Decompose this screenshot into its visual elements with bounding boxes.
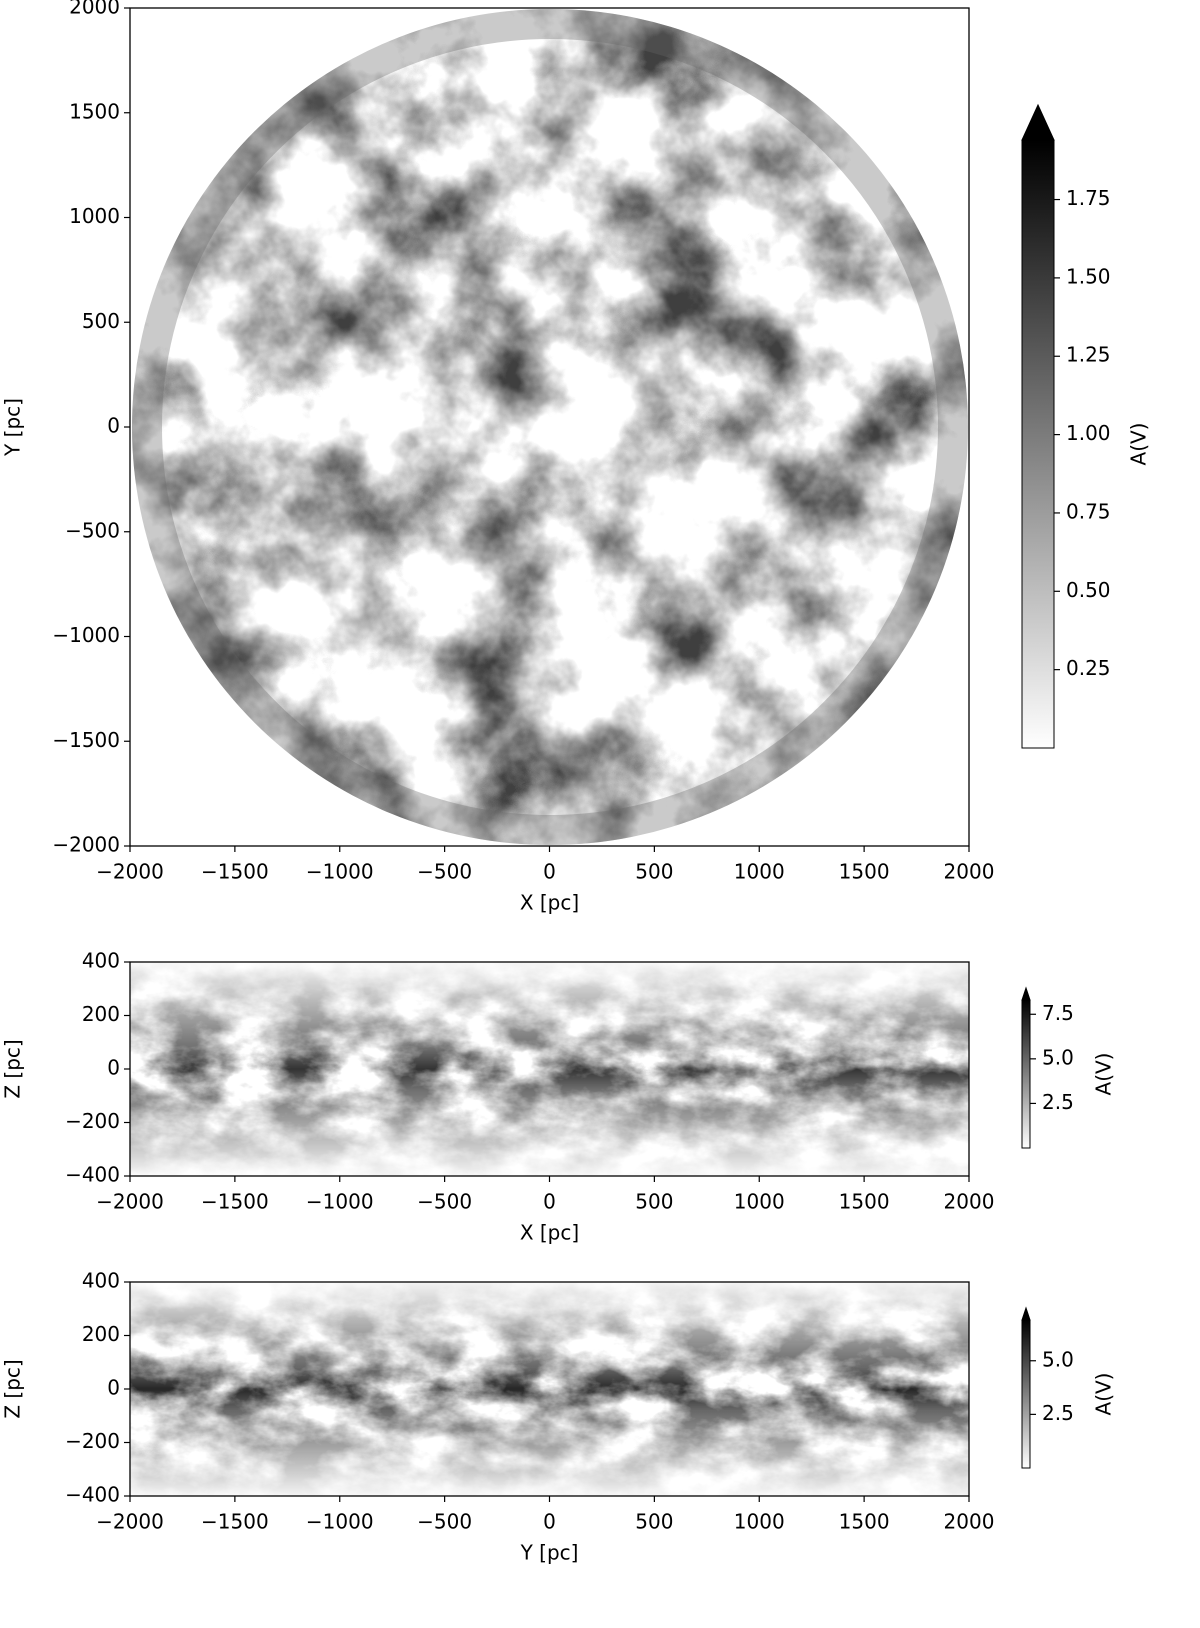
- y-tick-label: 400: [82, 1269, 120, 1293]
- x-tick-label: 500: [635, 1510, 673, 1534]
- y-tick-label: 500: [82, 309, 120, 333]
- map-texture: [130, 962, 969, 1176]
- x-tick-label: 1000: [734, 1510, 785, 1534]
- colorbar-extend: [1021, 986, 1031, 1001]
- y-tick-label: −1000: [52, 623, 120, 647]
- x-tick-label: 1500: [839, 1190, 890, 1214]
- y-tick-label: 200: [82, 1002, 120, 1026]
- colorbar-label: A(V): [1127, 423, 1151, 466]
- y-tick-label: 200: [82, 1322, 120, 1346]
- y-axis-label: Z [pc]: [1, 1359, 25, 1418]
- colorbar-tick-label: 1.00: [1066, 421, 1111, 445]
- x-tick-label: 0: [543, 1510, 556, 1534]
- x-tick-label: −2000: [96, 1190, 164, 1214]
- colorbar-tick-label: 1.75: [1066, 186, 1111, 210]
- y-tick-label: −200: [65, 1109, 120, 1133]
- colorbar-tick-label: 5.0: [1042, 1045, 1074, 1069]
- map-texture: [130, 1282, 969, 1496]
- x-axis-label: X [pc]: [520, 891, 579, 915]
- x-tick-label: 2000: [944, 1510, 995, 1534]
- y-tick-label: −500: [65, 518, 120, 542]
- colorbar-tick-label: 2.5: [1042, 1090, 1074, 1114]
- colorbar-label: A(V): [1092, 1053, 1116, 1096]
- y-tick-label: 0: [107, 1376, 120, 1400]
- colorbar-tick-label: 1.50: [1066, 264, 1111, 288]
- y-tick-label: 1500: [69, 99, 120, 123]
- x-tick-label: −500: [417, 1510, 472, 1534]
- x-tick-label: −500: [417, 1190, 472, 1214]
- colorbar: [1021, 999, 1031, 1149]
- colorbar-tick-label: 2.5: [1042, 1401, 1074, 1425]
- x-tick-label: −1500: [201, 1190, 269, 1214]
- x-tick-label: 1000: [734, 1190, 785, 1214]
- y-tick-label: −1500: [52, 728, 120, 752]
- x-axis-label: X [pc]: [520, 1221, 579, 1245]
- y-tick-label: 2000: [69, 0, 120, 19]
- x-tick-label: 500: [635, 1190, 673, 1214]
- x-tick-label: −1000: [306, 860, 374, 884]
- y-tick-label: −400: [65, 1163, 120, 1187]
- x-tick-label: −1000: [306, 1190, 374, 1214]
- x-tick-label: −2000: [96, 860, 164, 884]
- colorbar-extend: [1021, 103, 1055, 141]
- colorbar-tick-label: 0.25: [1066, 656, 1111, 680]
- x-tick-label: −500: [417, 860, 472, 884]
- colorbar: [1021, 1319, 1031, 1469]
- x-tick-label: −1500: [201, 860, 269, 884]
- colorbar-tick-label: 0.50: [1066, 578, 1111, 602]
- y-axis-label: Z [pc]: [1, 1039, 25, 1098]
- y-tick-label: −200: [65, 1429, 120, 1453]
- x-tick-label: −1500: [201, 1510, 269, 1534]
- y-tick-label: 0: [107, 1056, 120, 1080]
- y-tick-label: −400: [65, 1483, 120, 1507]
- x-tick-label: 1000: [734, 860, 785, 884]
- x-tick-label: 1500: [839, 860, 890, 884]
- x-tick-label: −2000: [96, 1510, 164, 1534]
- map-texture: [132, 9, 968, 845]
- x-tick-label: 2000: [944, 860, 995, 884]
- y-tick-label: −2000: [52, 833, 120, 857]
- colorbar: [1021, 139, 1055, 749]
- x-tick-label: −1000: [306, 1510, 374, 1534]
- x-tick-label: 1500: [839, 1510, 890, 1534]
- y-axis-label: Y [pc]: [1, 398, 25, 457]
- x-tick-label: 500: [635, 860, 673, 884]
- x-tick-label: 0: [543, 1190, 556, 1214]
- colorbar-tick-label: 7.5: [1042, 1001, 1074, 1025]
- colorbar-tick-label: 1.25: [1066, 343, 1111, 367]
- colorbar-label: A(V): [1092, 1373, 1116, 1416]
- colorbar-tick-label: 0.75: [1066, 499, 1111, 523]
- y-tick-label: 1000: [69, 204, 120, 228]
- x-axis-label: Y [pc]: [520, 1541, 579, 1565]
- colorbar-extend: [1021, 1306, 1031, 1321]
- y-tick-label: 0: [107, 414, 120, 438]
- x-tick-label: 0: [543, 860, 556, 884]
- y-tick-label: 400: [82, 949, 120, 973]
- colorbar-tick-label: 5.0: [1042, 1347, 1074, 1371]
- x-tick-label: 2000: [944, 1190, 995, 1214]
